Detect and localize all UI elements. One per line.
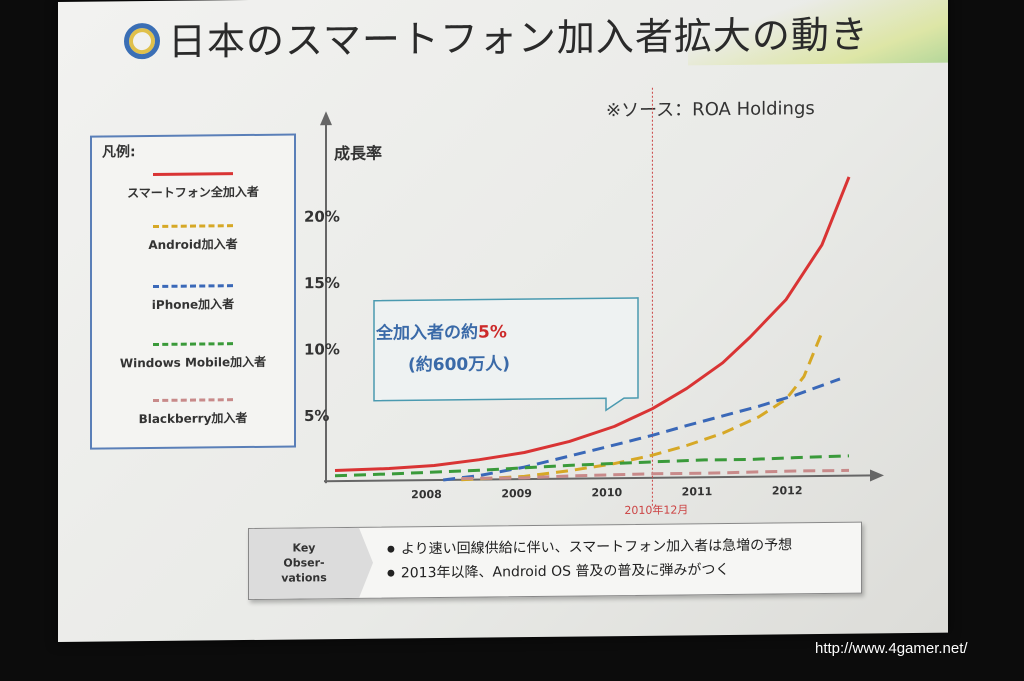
key-observations-list: より速い回線供給に伴い、スマートフォン加入者は急増の予想 2013年以降、And… [387,533,792,585]
series-line-スマートフォン全加入者 [334,176,851,472]
marker-label: 2010年12月 [624,502,688,517]
slide: 日本のスマートフォン加入者拡大の動き ※ソース：ROA Holdings 凡例:… [58,0,948,642]
y-tick-label: 5% [304,407,329,425]
x-tick-label: 2011 [682,485,713,498]
callout-highlight: 5% [478,322,507,343]
callout-line2: (約600万人) [408,354,511,376]
observation-item: 2013年以降、Android OS 普及の普及に弾みがつく [387,557,792,585]
key-label-line1: Key [292,541,316,555]
x-tick-label: 2012 [772,484,803,497]
key-label-line2: Obser- [283,556,325,570]
x-tick-label: 2010 [592,486,623,499]
series-line-windows-mobile加入者 [334,454,850,478]
y-axis-title: 成長率 [334,144,382,164]
x-axis-arrow [870,469,884,482]
key-observations-label: Key Obser- vations [249,527,359,599]
growth-chart: 成長率 5% 10% 15% 20% 2008 2009 2010 2011 2012 2010年1… [304,87,884,517]
x-tick-label: 2008 [411,488,442,501]
key-observations: Key Obser- vations より速い回線供給に伴い、スマートフォン加入… [248,521,862,601]
observation-item: より速い回線供給に伴い、スマートフォン加入者は急増の予想 [387,533,792,561]
series-line-android加入者 [461,332,824,482]
series-line-blackberry加入者 [461,468,849,480]
watermark-url: http://www.4gamer.net/ [815,640,968,657]
key-label-line3: vations [281,571,327,585]
callout-prefix: 全加入者の約 [376,322,478,344]
callout-box [373,297,639,412]
y-tick-label: 15% [304,274,340,292]
y-tick-label: 10% [304,340,340,358]
chevron-right-icon [359,527,373,598]
x-axis [324,474,876,483]
y-axis-arrow [320,111,332,126]
y-tick-label: 20% [304,207,340,225]
callout-line1: 全加入者の約5% [376,317,507,343]
x-tick-label: 2009 [501,487,532,500]
